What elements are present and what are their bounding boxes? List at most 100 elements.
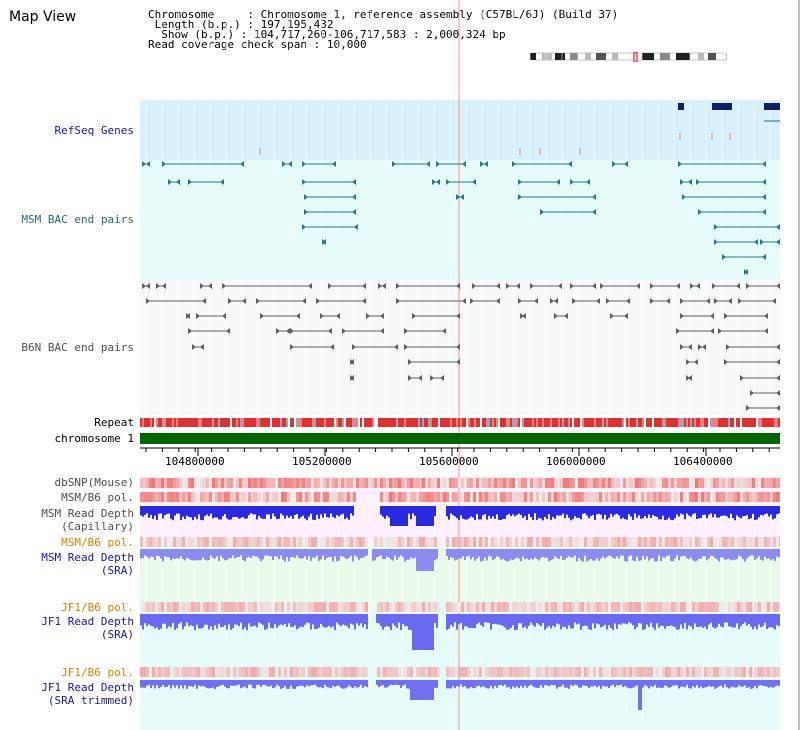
- b6n-bac-label: B6N BAC end pairs: [21, 341, 134, 354]
- repeat-segment: [280, 418, 282, 427]
- repeat-segment: [230, 418, 232, 427]
- repeat-segment: [710, 418, 712, 427]
- repeat-segment: [392, 418, 394, 427]
- repeat-segment: [190, 418, 192, 427]
- repeat-segment: [498, 418, 500, 427]
- repeat-segment: [604, 418, 606, 427]
- repeat-segment: [352, 418, 354, 427]
- repeat-segment: [582, 418, 584, 427]
- repeat-segment: [342, 418, 344, 427]
- repeat-segment: [292, 418, 294, 427]
- show-value: 104,717,260-106,717,583 : 2,000,324 bp: [253, 28, 506, 41]
- repeat-segment: [574, 418, 576, 427]
- repeat-segment: [174, 418, 176, 427]
- repeat-segment: [432, 418, 434, 427]
- repeat-segment: [524, 418, 526, 427]
- repeat-segment: [706, 418, 708, 427]
- repeat-segment: [528, 418, 530, 427]
- repeat-segment: [736, 418, 738, 427]
- repeat-segment: [402, 418, 404, 427]
- repeat-segment: [504, 418, 506, 427]
- repeat-segment: [738, 418, 740, 427]
- repeat-segment: [272, 418, 274, 427]
- repeat-segment: [472, 418, 474, 427]
- repeat-segment: [348, 418, 350, 427]
- repeat-segment: [776, 418, 778, 427]
- refseq-label: RefSeq Genes: [54, 124, 134, 137]
- repeat-segment: [694, 418, 696, 427]
- repeat-segment: [672, 418, 674, 427]
- jf1-read-sra-label-2: (SRA): [100, 628, 134, 641]
- repeat-segment: [458, 418, 460, 427]
- repeat-segment: [526, 418, 528, 427]
- repeat-segment: [570, 418, 572, 427]
- repeat-segment: [486, 418, 488, 427]
- repeat-segment: [588, 418, 590, 427]
- repeat-segment: [512, 418, 514, 427]
- repeat-segment: [594, 418, 596, 427]
- repeat-segment: [304, 418, 306, 427]
- show-label: Show (b.p.): [161, 28, 235, 41]
- repeat-segment: [692, 418, 694, 427]
- repeat-segment: [410, 418, 412, 427]
- repeat-segment: [478, 418, 480, 427]
- repeat-segment: [534, 418, 536, 427]
- repeat-segment: [724, 418, 726, 427]
- repeat-segment: [228, 418, 230, 427]
- repeat-segment: [424, 418, 426, 427]
- msm-bac-track-bg: [140, 160, 780, 280]
- msm-bac-label: MSM BAC end pairs: [21, 213, 134, 226]
- repeat-segment: [300, 418, 302, 427]
- repeat-segment: [554, 418, 556, 427]
- repeat-segment: [344, 418, 346, 427]
- repeat-segment: [158, 418, 160, 427]
- repeat-segment: [316, 418, 318, 427]
- coverage-label: Read coverage check span: [148, 38, 307, 51]
- repeat-segment: [442, 418, 444, 427]
- repeat-segment: [508, 418, 510, 427]
- repeat-segment: [310, 418, 312, 427]
- repeat-segment: [712, 418, 714, 427]
- repeat-segment: [286, 418, 288, 427]
- repeat-segment: [518, 418, 520, 427]
- repeat-segment: [678, 418, 680, 427]
- chromosome-idiogram[interactable]: [530, 52, 727, 62]
- repeat-segment: [476, 418, 478, 427]
- repeat-segment: [774, 418, 776, 427]
- repeat-segment: [602, 418, 604, 427]
- repeat-segment: [170, 418, 172, 427]
- repeat-segment: [506, 418, 508, 427]
- repeat-segment: [496, 418, 498, 427]
- repeat-segment: [224, 418, 226, 427]
- repeat-segment: [196, 418, 198, 427]
- repeat-segment: [246, 418, 248, 427]
- repeat-segment: [562, 418, 564, 427]
- repeat-segment: [386, 418, 388, 427]
- repeat-segment: [668, 418, 670, 427]
- repeat-segment: [220, 418, 222, 427]
- repeat-segment: [240, 418, 242, 427]
- repeat-segment: [178, 418, 180, 427]
- repeat-segment: [182, 418, 184, 427]
- repeat-segment: [670, 418, 672, 427]
- repeat-segment: [702, 418, 704, 427]
- readdepth-bg-2: [140, 546, 780, 601]
- repeat-segment: [516, 418, 518, 427]
- repeat-segment: [366, 418, 368, 427]
- repeat-segment: [520, 418, 522, 427]
- repeat-segment: [540, 418, 542, 427]
- repeat-segment: [242, 418, 244, 427]
- repeat-segment: [770, 418, 772, 427]
- repeat-segment: [664, 418, 666, 427]
- repeat-segment: [340, 418, 342, 427]
- repeat-segment: [144, 418, 146, 427]
- repeat-segment: [332, 418, 334, 427]
- repeat-segment: [542, 418, 544, 427]
- repeat-segment: [356, 418, 358, 427]
- repeat-segment: [586, 418, 588, 427]
- repeat-segment: [338, 418, 340, 427]
- repeat-segment: [262, 418, 264, 427]
- dbsnp-label: dbSNP(Mouse): [54, 476, 134, 489]
- repeat-segment: [328, 418, 330, 427]
- repeat-segment: [372, 418, 374, 427]
